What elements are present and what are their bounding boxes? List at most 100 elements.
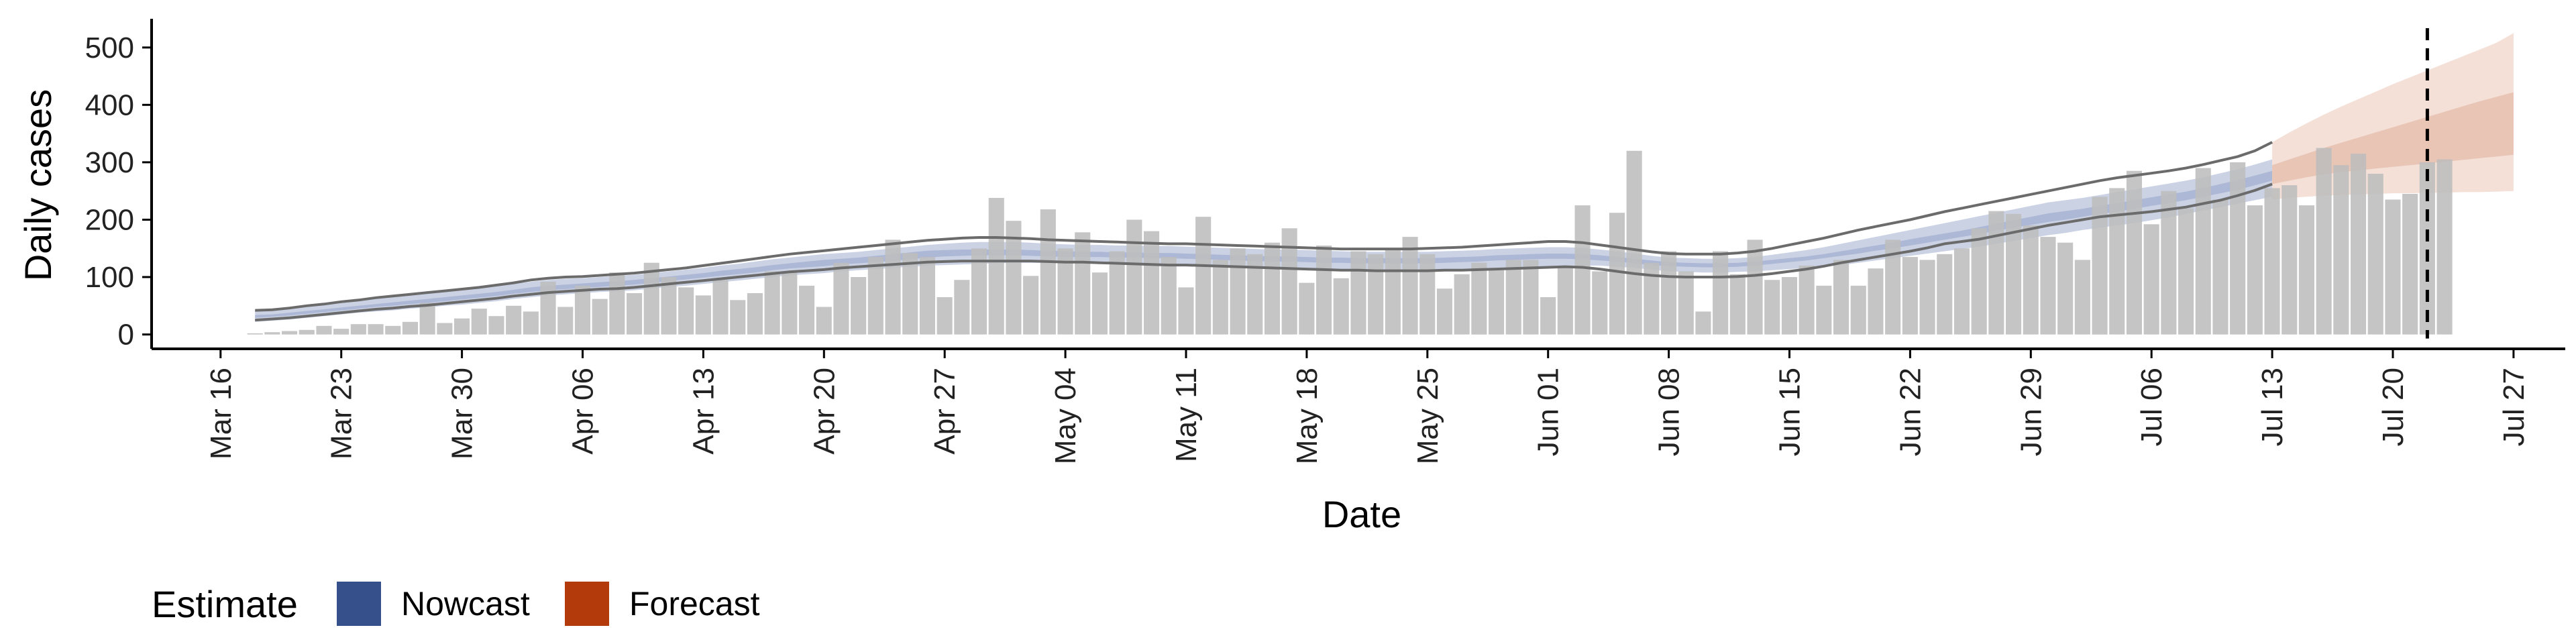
bar [1937,254,1953,335]
bar [1574,205,1591,335]
bar [2006,213,2022,335]
bar [1540,297,1556,335]
bar [1419,254,1436,335]
bar [816,307,832,335]
bar [695,295,711,335]
bars-layer [247,148,2453,335]
bar [1230,248,1246,335]
bar [867,257,883,335]
x-tick-label: Mar 16 [205,368,237,460]
x-tick-label: Jun 08 [1653,368,1686,456]
bar [971,248,987,335]
forecast-band-50 [2272,92,2514,184]
legend-label-nowcast: Nowcast [401,585,530,623]
bar [1126,219,1142,335]
bar [1678,271,1694,335]
bar [661,277,677,335]
bar [1816,285,1832,335]
bar [368,324,384,335]
bar [2126,170,2142,335]
bar [712,280,729,335]
bar [1919,260,1935,335]
bar [833,262,849,335]
axes-layer: 0 100 200 300 400 500 Mar 16 Mar 23 Mar 30 Apr 06… [85,19,2565,464]
x-tick-label: Apr 20 [808,368,841,455]
bar [282,331,298,335]
bands-layer [255,33,2514,322]
bar [1781,277,1797,335]
bar [1178,287,1194,335]
bar [2351,154,2367,335]
bar [1644,262,1660,335]
x-tick-label: Apr 06 [567,368,600,455]
legend-title: Estimate [152,583,298,625]
x-tick-label: Jul 27 [2498,368,2530,446]
y-tick-label: 200 [85,204,134,237]
bar [1902,257,1918,335]
nowcast-band-90 [255,159,2273,322]
bar [1695,311,1711,335]
bar [1333,278,1349,335]
legend-swatch-nowcast [337,582,381,626]
bar [1385,248,1401,335]
bar [1281,228,1297,335]
bar [643,262,659,335]
bar [471,309,487,335]
y-tick-label: 100 [85,261,134,294]
bar [1006,221,1022,335]
bar [851,277,867,335]
bar [609,272,625,335]
bar [782,271,798,335]
bar [627,293,643,335]
bar [2092,197,2108,335]
bar [2402,194,2418,335]
bar [1729,274,1746,335]
bar [2023,225,2039,335]
bar [1557,265,1573,335]
bar [385,325,401,335]
bar [1402,237,1418,335]
bar [678,287,694,335]
y-tick-label: 300 [85,146,134,179]
legend-swatch-forecast [565,582,609,626]
bar [1040,209,1056,335]
x-tick-label: May 25 [1411,368,1444,464]
bar [1436,288,1452,335]
bar [2333,165,2349,335]
x-tick-label: Jun 22 [1894,368,1927,456]
bar [2298,205,2314,335]
nowcast-lower-line [255,182,2273,322]
bar [1350,251,1366,335]
bar [1592,271,1608,335]
bar [1523,260,1539,335]
bar [1368,254,1384,335]
x-tick-label: Jun 01 [1532,368,1565,456]
bar [2385,199,2401,335]
bar [1109,251,1125,335]
bar [2212,199,2229,335]
bar [1505,260,1521,335]
bar [299,329,315,335]
y-tick-label: 500 [85,32,134,64]
bar [1833,260,1849,335]
bar [1953,248,1970,335]
bar [1609,213,1625,335]
bar [1161,257,1177,335]
bar [2195,168,2211,335]
y-axis-title: Daily cases [17,89,59,281]
bar [402,321,418,335]
x-tick-label: Jul 20 [2377,368,2410,446]
x-tick-label: Jul 06 [2135,368,2168,446]
bar [730,300,746,335]
bar [333,329,350,335]
bar [954,280,970,335]
bar [2161,191,2177,335]
bar [919,257,935,335]
bar [350,324,366,335]
bar [1799,265,1815,335]
outline-layer [255,28,2429,339]
x-tick-label: Jun 15 [1774,368,1807,456]
bar [1023,276,1039,335]
bar [1075,232,1091,335]
y-tick-label: 400 [85,89,134,121]
